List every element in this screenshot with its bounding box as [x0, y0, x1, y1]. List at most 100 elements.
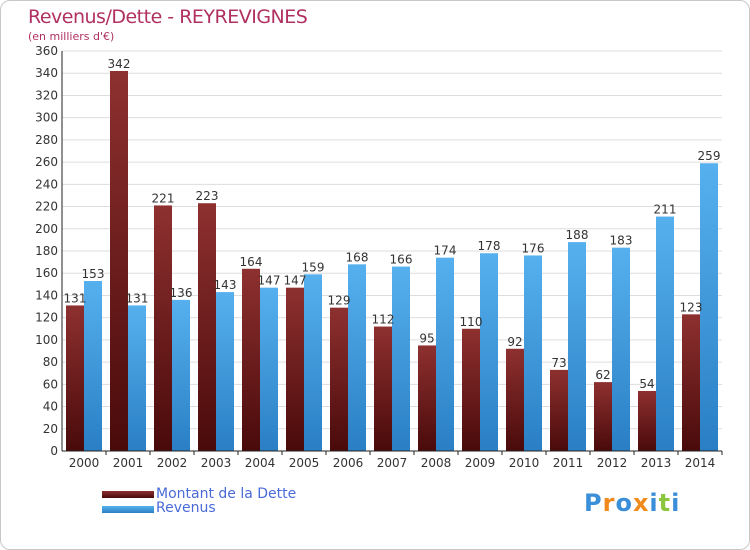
value-label-dette: 112: [372, 313, 395, 327]
proxiti-logo: Proxiti: [584, 489, 680, 517]
bar-revenus: [84, 281, 102, 451]
value-label-revenus: 211: [654, 203, 677, 217]
value-label-dette: 147: [284, 274, 307, 288]
bar-revenus: [128, 305, 146, 451]
value-label-revenus: 174: [434, 244, 457, 258]
x-tick-label: 2005: [289, 456, 320, 470]
bar-revenus: [436, 257, 454, 451]
value-label-dette: 110: [460, 315, 483, 329]
y-tick-label: 20: [43, 422, 58, 436]
y-tick-label: 260: [35, 155, 58, 169]
value-label-dette: 92: [507, 335, 522, 349]
y-tick-label: 280: [35, 133, 58, 147]
y-tick-label: 360: [35, 44, 58, 58]
bars: [66, 71, 718, 451]
value-label-dette: 95: [419, 331, 434, 345]
value-label-revenus: 153: [82, 267, 105, 281]
bar-dette: [638, 391, 656, 451]
bar-dette: [594, 382, 612, 451]
bar-revenus: [524, 255, 542, 451]
y-tick-label: 320: [35, 88, 58, 102]
x-tick-label: 2003: [201, 456, 232, 470]
bar-dette: [550, 369, 568, 451]
bar-dette: [330, 307, 348, 451]
legend-swatch-revenus: [102, 506, 154, 513]
logo-letter: i: [649, 489, 659, 517]
logo-letter: t: [658, 489, 672, 517]
bar-revenus: [568, 242, 586, 451]
bar-revenus: [392, 266, 410, 451]
x-tick-label: 2008: [421, 456, 452, 470]
bar-dette: [682, 314, 700, 451]
legend-label-dette: Montant de la Dette: [156, 486, 297, 502]
x-tick-label: 2014: [685, 456, 716, 470]
value-label-revenus: 259: [698, 149, 721, 163]
y-tick-label: 160: [35, 266, 58, 280]
value-label-dette: 342: [108, 57, 131, 71]
y-tick-label: 220: [35, 200, 58, 214]
y-tick-label: 0: [50, 444, 58, 458]
value-label-revenus: 168: [346, 250, 369, 264]
y-tick-label: 140: [35, 288, 58, 302]
x-tick-label: 2013: [641, 456, 672, 470]
bar-dette: [242, 268, 260, 451]
bar-dette: [198, 203, 216, 451]
value-label-dette: 221: [152, 191, 175, 205]
bar-revenus: [216, 292, 234, 451]
legend-swatch-dette: [102, 491, 154, 498]
bar-dette: [66, 305, 84, 451]
value-label-revenus: 178: [478, 239, 501, 253]
value-label-dette: 131: [64, 291, 87, 305]
bar-dette: [110, 71, 128, 451]
x-tick-label: 2002: [157, 456, 188, 470]
logo-letter: x: [632, 489, 650, 517]
bar-dette: [418, 345, 436, 451]
value-label-dette: 54: [639, 377, 654, 391]
x-tick-label: 2011: [553, 456, 584, 470]
value-label-dette: 73: [551, 356, 566, 370]
bar-revenus: [480, 253, 498, 451]
value-label-dette: 164: [240, 255, 263, 269]
x-tick-label: 2009: [465, 456, 496, 470]
y-tick-label: 60: [43, 377, 58, 391]
x-tick-label: 2000: [69, 456, 100, 470]
bar-revenus: [260, 287, 278, 451]
x-tick-label: 2012: [597, 456, 628, 470]
x-tick-label: 2001: [113, 456, 144, 470]
value-label-revenus: 188: [566, 228, 589, 242]
value-label-revenus: 159: [302, 260, 325, 274]
value-label-revenus: 166: [390, 253, 413, 267]
y-tick-label: 40: [43, 400, 58, 414]
value-label-dette: 223: [196, 189, 219, 203]
bar-dette: [462, 328, 480, 451]
logo-letter: P: [584, 489, 603, 517]
x-axis-ticks: 2000 2001 2002 2003 2004 2005 2006 2007 2008 2009…: [69, 451, 723, 470]
y-tick-label: 240: [35, 177, 58, 191]
value-label-dette: 129: [328, 294, 351, 308]
value-label-dette: 62: [595, 368, 610, 382]
logo-letter: r: [602, 489, 616, 517]
y-tick-label: 100: [35, 333, 58, 347]
bar-revenus: [656, 216, 674, 451]
value-label-revenus: 183: [610, 234, 633, 248]
value-label-revenus: 131: [126, 291, 149, 305]
x-tick-label: 2007: [377, 456, 408, 470]
chart-title: Revenus/Dette - REYREVIGNES: [28, 6, 308, 28]
logo-letter: o: [615, 489, 633, 517]
value-label-revenus: 147: [258, 274, 281, 288]
legend-label-revenus: Revenus: [156, 500, 216, 516]
x-tick-label: 2010: [509, 456, 540, 470]
y-tick-label: 300: [35, 111, 58, 125]
bar-dette: [286, 287, 304, 451]
value-label-dette: 123: [680, 300, 703, 314]
y-axis-ticks: 0 20 40 60 80 100 120 140 160 180 200 220 240 260 280 3…: [35, 44, 58, 458]
y-tick-label: 120: [35, 311, 58, 325]
bar-revenus: [612, 247, 630, 451]
y-tick-label: 180: [35, 244, 58, 258]
bar-dette: [154, 205, 172, 451]
value-label-revenus: 136: [170, 286, 193, 300]
bar-dette: [374, 326, 392, 451]
